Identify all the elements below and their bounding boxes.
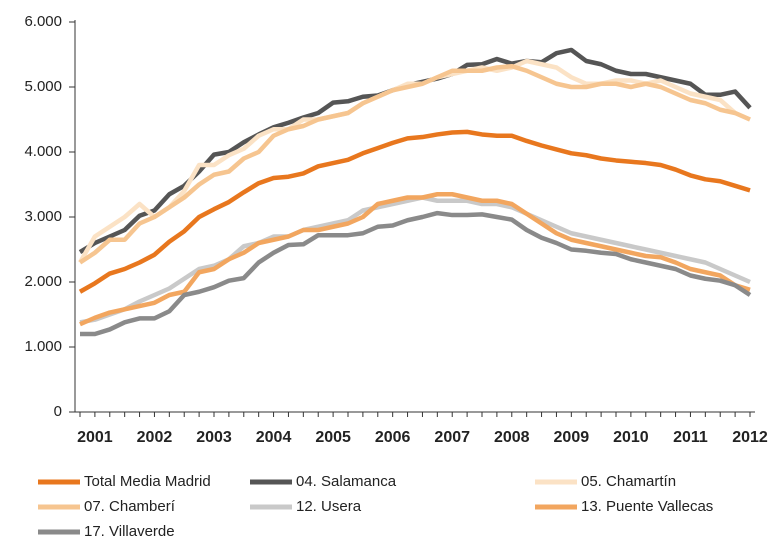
x-tick-label: 2001 <box>77 429 113 446</box>
x-tick-label: 2007 <box>434 429 470 446</box>
y-tick-label: 4.000 <box>24 143 62 160</box>
legend-label: 05. Chamartín <box>581 473 676 490</box>
x-tick-label: 2006 <box>375 429 411 446</box>
x-tick-label: 2005 <box>315 429 351 446</box>
series-line <box>79 192 751 327</box>
legend-label: 17. Villaverde <box>84 523 175 538</box>
y-tick-label: 5.000 <box>24 78 62 95</box>
x-tick-label: 2010 <box>613 429 649 446</box>
series-line <box>80 210 752 337</box>
series-line <box>78 47 752 255</box>
x-tick-label: 2008 <box>494 429 530 446</box>
series-line <box>78 129 751 294</box>
x-tick-label: 2002 <box>137 429 173 446</box>
x-tick-label: 2003 <box>196 429 232 446</box>
y-tick-label: 2.000 <box>24 273 62 290</box>
x-tick-label: 2011 <box>673 429 708 446</box>
legend-label: 13. Puente Vallecas <box>581 498 713 515</box>
series-line <box>79 195 751 325</box>
legend-label: 07. Chamberí <box>84 498 176 515</box>
y-tick-label: 3.000 <box>24 208 62 225</box>
x-tick-label: 2012 <box>732 429 768 446</box>
x-tick-label: 2009 <box>554 429 590 446</box>
x-tick-label: 2004 <box>256 429 292 446</box>
y-tick-label: 1.000 <box>24 338 62 355</box>
series-line <box>78 63 751 265</box>
legend-label: 04. Salamanca <box>296 473 397 490</box>
legend-label: 12. Usera <box>296 498 362 515</box>
legend-label: Total Media Madrid <box>84 473 211 490</box>
y-tick-label: 6.000 <box>24 13 62 30</box>
y-tick-label: 0 <box>54 403 62 420</box>
